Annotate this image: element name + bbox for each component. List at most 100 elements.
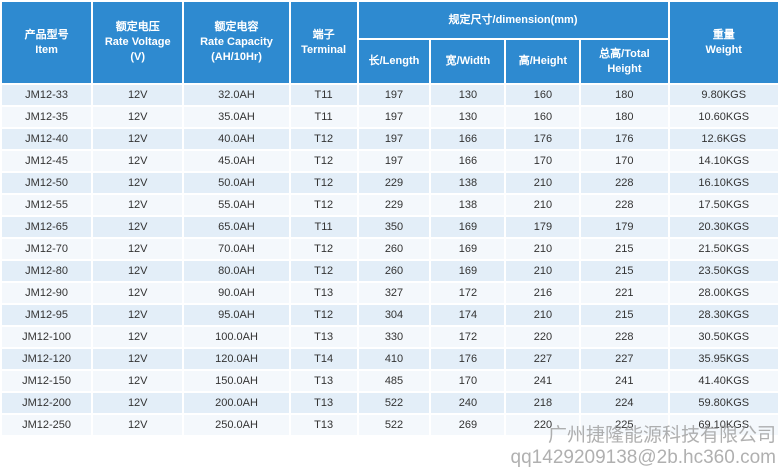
header-item: 产品型号 Item	[2, 2, 92, 83]
cell-item: JM12-70	[2, 239, 92, 259]
cell-width: 166	[431, 151, 505, 171]
cell-terminal: T13	[290, 393, 357, 413]
header-terminal-en: Terminal	[301, 43, 347, 56]
cell-height: 179	[506, 217, 580, 237]
cell-total: 180	[581, 107, 668, 127]
cell-length: 260	[358, 261, 430, 281]
cell-terminal: T12	[290, 261, 357, 281]
cell-width: 172	[431, 283, 505, 303]
cell-item: JM12-120	[2, 349, 92, 369]
header-width: 宽/Width	[431, 40, 505, 83]
cell-width: 130	[431, 107, 505, 127]
cell-capacity: 32.0AH	[184, 85, 289, 105]
table-row: JM12-65 12V 65.0AH T11 350 169 179 179 20.30KGS	[2, 217, 778, 237]
header-weight-cn: 重量	[712, 28, 735, 41]
cell-width: 169	[431, 239, 505, 259]
cell-length: 410	[358, 349, 430, 369]
cell-length: 350	[358, 217, 430, 237]
cell-item: JM12-35	[2, 107, 92, 127]
cell-voltage: 12V	[93, 107, 183, 127]
cell-item: JM12-33	[2, 85, 92, 105]
header-total-height: 总高/Total Height	[581, 40, 668, 83]
cell-capacity: 120.0AH	[184, 349, 289, 369]
cell-length: 522	[358, 415, 430, 435]
cell-voltage: 12V	[93, 393, 183, 413]
table-row: JM12-150 12V 150.0AH T13 485 170 241 241 41.40KG…	[2, 371, 778, 391]
cell-width: 138	[431, 195, 505, 215]
cell-weight: 12.6KGS	[669, 129, 778, 149]
header-dimension: 规定尺寸/dimension(mm)	[358, 2, 668, 38]
cell-length: 197	[358, 107, 430, 127]
table-row: JM12-55 12V 55.0AH T12 229 138 210 228 17.50KGS	[2, 195, 778, 215]
header-voltage-en: Rate Voltage	[104, 36, 171, 48]
cell-weight: 9.80KGS	[669, 85, 778, 105]
cell-length: 229	[358, 195, 430, 215]
cell-total: 215	[581, 305, 668, 325]
table-header: 产品型号 Item 额定电压 Rate Voltage (V) 额定电容 Rat…	[2, 2, 778, 83]
table-row: JM12-250 12V 250.0AH T13 522 269 220 225 69.10KG…	[2, 415, 778, 435]
cell-item: JM12-65	[2, 217, 92, 237]
cell-voltage: 12V	[93, 129, 183, 149]
cell-capacity: 45.0AH	[184, 151, 289, 171]
cell-total: 179	[581, 217, 668, 237]
cell-width: 174	[431, 305, 505, 325]
header-terminal-cn: 端子	[312, 28, 335, 41]
header-weight-en: Weight	[705, 43, 742, 56]
cell-voltage: 12V	[93, 151, 183, 171]
cell-capacity: 95.0AH	[184, 305, 289, 325]
cell-total: 228	[581, 173, 668, 193]
cell-item: JM12-50	[2, 173, 92, 193]
cell-terminal: T11	[290, 217, 357, 237]
cell-item: JM12-90	[2, 283, 92, 303]
cell-length: 197	[358, 151, 430, 171]
cell-capacity: 35.0AH	[184, 107, 289, 127]
cell-height: 227	[506, 349, 580, 369]
cell-item: JM12-45	[2, 151, 92, 171]
cell-total: 180	[581, 85, 668, 105]
cell-height: 218	[506, 393, 580, 413]
header-capacity-en: Rate Capacity	[200, 36, 273, 48]
cell-height: 176	[506, 129, 580, 149]
cell-weight: 14.10KGS	[669, 151, 778, 171]
cell-capacity: 250.0AH	[184, 415, 289, 435]
cell-length: 522	[358, 393, 430, 413]
cell-terminal: T13	[290, 371, 357, 391]
header-capacity-unit: (AH/10Hr)	[211, 51, 262, 63]
cell-length: 327	[358, 283, 430, 303]
table-row: JM12-200 12V 200.0AH T13 522 240 218 224 59.80KG…	[2, 393, 778, 413]
cell-voltage: 12V	[93, 217, 183, 237]
table-row: JM12-100 12V 100.0AH T13 330 172 220 228 30.50KG…	[2, 327, 778, 347]
cell-capacity: 80.0AH	[184, 261, 289, 281]
header-capacity: 额定电容 Rate Capacity (AH/10Hr)	[184, 2, 289, 83]
header-voltage: 额定电压 Rate Voltage (V)	[93, 2, 183, 83]
table-row: JM12-35 12V 35.0AH T11 197 130 160 180 10.60KGS	[2, 107, 778, 127]
cell-item: JM12-95	[2, 305, 92, 325]
cell-item: JM12-250	[2, 415, 92, 435]
cell-weight: 16.10KGS	[669, 173, 778, 193]
cell-weight: 28.30KGS	[669, 305, 778, 325]
cell-total: 221	[581, 283, 668, 303]
cell-length: 197	[358, 85, 430, 105]
header-voltage-cn: 额定电压	[115, 21, 160, 33]
cell-terminal: T12	[290, 173, 357, 193]
table-row: JM12-45 12V 45.0AH T12 197 166 170 170 14.10KGS	[2, 151, 778, 171]
header-voltage-unit: (V)	[130, 51, 146, 63]
cell-terminal: T12	[290, 305, 357, 325]
cell-length: 485	[358, 371, 430, 391]
cell-height: 210	[506, 305, 580, 325]
cell-item: JM12-40	[2, 129, 92, 149]
cell-height: 216	[506, 283, 580, 303]
cell-capacity: 100.0AH	[184, 327, 289, 347]
cell-voltage: 12V	[93, 371, 183, 391]
cell-weight: 41.40KGS	[669, 371, 778, 391]
cell-terminal: T13	[290, 283, 357, 303]
cell-width: 169	[431, 217, 505, 237]
cell-voltage: 12V	[93, 85, 183, 105]
cell-height: 160	[506, 85, 580, 105]
cell-weight: 20.30KGS	[669, 217, 778, 237]
cell-total: 225	[581, 415, 668, 435]
cell-total: 228	[581, 327, 668, 347]
cell-voltage: 12V	[93, 415, 183, 435]
cell-terminal: T13	[290, 415, 357, 435]
table-row: JM12-33 12V 32.0AH T11 197 130 160 180 9.80KGS	[2, 85, 778, 105]
